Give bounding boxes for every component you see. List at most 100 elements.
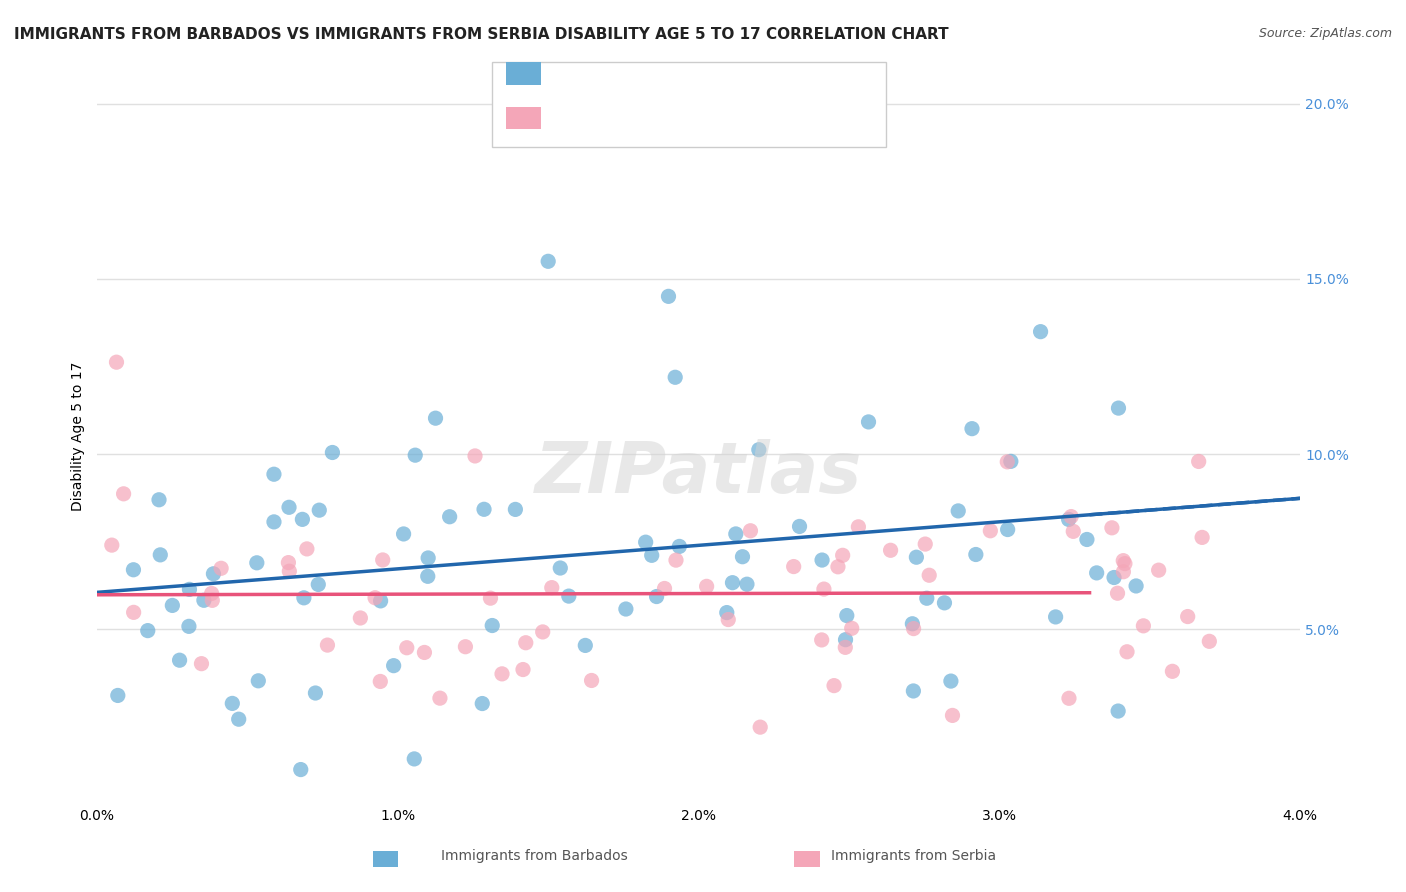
Immigrants from Barbados <box>574 639 596 653</box>
Immigrants from Barbados <box>247 673 270 688</box>
Immigrants from Serbia <box>349 611 371 625</box>
Immigrants from Serbia <box>540 581 562 595</box>
Immigrants from Barbados <box>1085 566 1108 580</box>
Immigrants from Serbia <box>531 624 554 639</box>
Immigrants from Barbados <box>1102 570 1125 584</box>
Immigrants from Barbados <box>308 503 330 517</box>
Immigrants from Barbados <box>505 502 527 516</box>
Immigrants from Barbados <box>724 527 747 541</box>
Immigrants from Barbados <box>634 535 657 549</box>
Immigrants from Serbia <box>914 537 936 551</box>
Text: R =  0.118   N = 66: R = 0.118 N = 66 <box>548 109 697 123</box>
Immigrants from Barbados <box>392 527 415 541</box>
Immigrants from Barbados <box>370 594 392 608</box>
Immigrants from Barbados <box>228 712 250 726</box>
Immigrants from Barbados <box>965 548 987 562</box>
Immigrants from Serbia <box>581 673 603 688</box>
Immigrants from Serbia <box>112 487 135 501</box>
Immigrants from Barbados <box>614 602 637 616</box>
Immigrants from Serbia <box>782 559 804 574</box>
Immigrants from Serbia <box>364 591 387 605</box>
Immigrants from Serbia <box>371 553 394 567</box>
Immigrants from Barbados <box>148 492 170 507</box>
Immigrants from Barbados <box>404 448 426 462</box>
Immigrants from Barbados <box>717 114 740 128</box>
Immigrants from Serbia <box>941 708 963 723</box>
Immigrants from Serbia <box>848 520 870 534</box>
Immigrants from Barbados <box>177 619 200 633</box>
Immigrants from Barbados <box>472 502 495 516</box>
Immigrants from Serbia <box>831 549 853 563</box>
Immigrants from Barbados <box>645 590 668 604</box>
Immigrants from Serbia <box>1112 554 1135 568</box>
Immigrants from Barbados <box>439 509 461 524</box>
Immigrants from Barbados <box>834 632 856 647</box>
Immigrants from Barbados <box>149 548 172 562</box>
Immigrants from Barbados <box>558 589 581 603</box>
Immigrants from Barbados <box>537 254 560 268</box>
Immigrants from Barbados <box>811 553 834 567</box>
Immigrants from Serbia <box>515 636 537 650</box>
Immigrants from Serbia <box>813 582 835 596</box>
Text: Source: ZipAtlas.com: Source: ZipAtlas.com <box>1258 27 1392 40</box>
Immigrants from Barbados <box>748 131 770 145</box>
Immigrants from Barbados <box>903 684 925 698</box>
Immigrants from Barbados <box>321 445 343 459</box>
Immigrants from Barbados <box>263 515 285 529</box>
Immigrants from Barbados <box>179 582 201 597</box>
Immigrants from Barbados <box>721 575 744 590</box>
Immigrants from Barbados <box>657 289 679 303</box>
Immigrants from Barbados <box>948 504 970 518</box>
Immigrants from Serbia <box>429 691 451 706</box>
Immigrants from Serbia <box>1107 586 1129 600</box>
Immigrants from Serbia <box>834 640 856 655</box>
Immigrants from Barbados <box>735 577 758 591</box>
Text: IMMIGRANTS FROM BARBADOS VS IMMIGRANTS FROM SERBIA DISABILITY AGE 5 TO 17 CORREL: IMMIGRANTS FROM BARBADOS VS IMMIGRANTS F… <box>14 27 949 42</box>
Immigrants from Barbados <box>789 519 811 533</box>
Immigrants from Serbia <box>491 666 513 681</box>
Immigrants from Serbia <box>918 568 941 582</box>
Immigrants from Serbia <box>1132 619 1154 633</box>
Immigrants from Barbados <box>668 540 690 554</box>
Immigrants from Serbia <box>1114 557 1136 571</box>
Immigrants from Serbia <box>995 455 1018 469</box>
Immigrants from Barbados <box>291 512 314 526</box>
Immigrants from Serbia <box>1112 565 1135 579</box>
Immigrants from Serbia <box>827 559 849 574</box>
Immigrants from Serbia <box>413 645 436 659</box>
Immigrants from Barbados <box>307 577 329 591</box>
Immigrants from Barbados <box>915 591 938 606</box>
Immigrants from Barbados <box>122 563 145 577</box>
Immigrants from Barbados <box>1108 401 1130 416</box>
Immigrants from Barbados <box>416 569 439 583</box>
Immigrants from Serbia <box>190 657 212 671</box>
Immigrants from Serbia <box>1116 645 1139 659</box>
Immigrants from Serbia <box>278 564 301 578</box>
Text: ZIPatlas: ZIPatlas <box>534 439 862 508</box>
Immigrants from Serbia <box>1188 454 1211 468</box>
Immigrants from Serbia <box>479 591 502 606</box>
Immigrants from Barbados <box>858 415 880 429</box>
Immigrants from Serbia <box>749 720 772 734</box>
Text: Immigrants from Barbados: Immigrants from Barbados <box>441 849 627 863</box>
Immigrants from Serbia <box>1062 524 1084 539</box>
Immigrants from Barbados <box>1076 533 1098 547</box>
Immigrants from Serbia <box>903 622 925 636</box>
Immigrants from Barbados <box>901 616 924 631</box>
Immigrants from Serbia <box>740 524 762 538</box>
Immigrants from Serbia <box>654 582 676 596</box>
Immigrants from Barbados <box>404 752 426 766</box>
Immigrants from Barbados <box>548 561 571 575</box>
Immigrants from Serbia <box>1147 563 1170 577</box>
Immigrants from Serbia <box>1161 665 1184 679</box>
Immigrants from Barbados <box>246 556 269 570</box>
Immigrants from Barbados <box>169 653 191 667</box>
Immigrants from Barbados <box>425 411 447 425</box>
Immigrants from Barbados <box>1045 610 1067 624</box>
Immigrants from Serbia <box>879 543 901 558</box>
Immigrants from Barbados <box>1125 579 1147 593</box>
Immigrants from Serbia <box>1060 509 1083 524</box>
Immigrants from Barbados <box>934 596 956 610</box>
Immigrants from Barbados <box>292 591 315 605</box>
Immigrants from Barbados <box>641 549 664 563</box>
